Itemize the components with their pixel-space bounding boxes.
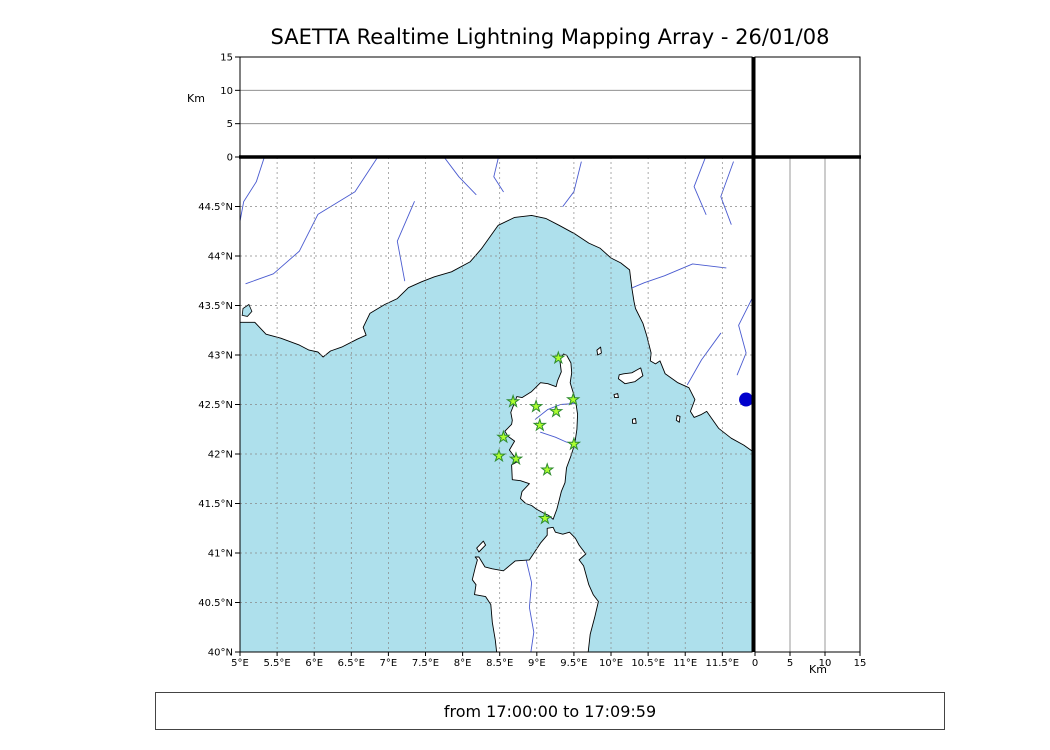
figure-title: SAETTA Realtime Lightning Mapping Array …	[270, 25, 830, 49]
lat-tick-label: 41.5°N	[198, 499, 233, 510]
lma-station-marker	[551, 350, 566, 365]
river-line	[240, 157, 265, 222]
time-window-text: from 17:00:00 to 17:09:59	[443, 701, 657, 721]
alt-tick-label-bottom: 15	[854, 658, 867, 669]
lma-station-marker	[505, 393, 521, 408]
alt-tick-label-left: 10	[220, 86, 233, 97]
lon-tick-label: 6°E	[305, 658, 323, 669]
altitude-axis-label-left: Km	[187, 92, 205, 105]
montecristo-island	[632, 417, 637, 424]
lon-tick-label: 9°E	[528, 658, 546, 669]
lat-tick-label: 40°N	[208, 648, 233, 659]
river-line	[396, 201, 415, 282]
lat-tick-label: 40.5°N	[198, 598, 233, 609]
river-line	[720, 161, 734, 225]
river-line	[693, 157, 707, 215]
lma-station-marker	[496, 429, 511, 444]
lon-tick-label: 5.5°E	[263, 658, 290, 669]
lma-station-marker	[539, 462, 555, 477]
lat-tick-label: 44°N	[208, 252, 233, 263]
river-line	[686, 332, 722, 386]
sardinia	[471, 526, 599, 652]
lon-tick-label: 7.5°E	[412, 658, 439, 669]
alt-tick-label-left: 0	[227, 153, 233, 164]
time-window-bar: from 17:00:00 to 17:09:59	[155, 692, 945, 730]
giglio-island	[675, 414, 681, 423]
alt-tick-label-left: 5	[227, 119, 233, 130]
alt-tick-label-left: 15	[220, 53, 233, 64]
detection-dot	[739, 392, 752, 407]
elba-island	[617, 367, 644, 385]
lma-station-marker	[532, 417, 548, 432]
alt-tick-label-bottom: 5	[787, 658, 793, 669]
map-layers	[240, 157, 752, 652]
river-line	[736, 297, 752, 376]
lma-station-marker	[508, 451, 524, 466]
lma-station-marker	[537, 510, 553, 525]
lma-station-marker	[491, 448, 507, 463]
mainland-coast	[240, 157, 752, 452]
alt-tick-label-bottom: 0	[752, 658, 758, 669]
lon-tick-label: 7°E	[380, 658, 398, 669]
top-panel-border	[239, 56, 753, 158]
top-right-panel-border	[754, 56, 861, 158]
corsica	[504, 353, 579, 520]
alt-tick-label-bottom: 10	[819, 658, 832, 669]
lat-tick-label: 44.5°N	[198, 202, 233, 213]
river-line	[245, 157, 379, 285]
lat-tick-label: 42.5°N	[198, 400, 233, 411]
river-line	[525, 560, 535, 652]
lat-tick-label: 41°N	[208, 549, 233, 560]
lat-tick-label: 43°N	[208, 351, 233, 362]
river-line	[534, 403, 576, 420]
lat-tick-label: 43.5°N	[198, 301, 233, 312]
lat-tick-label: 42°N	[208, 450, 233, 461]
pianosa-island	[613, 393, 619, 399]
lon-tick-label: 8.5°E	[486, 658, 513, 669]
lon-tick-label: 10°E	[599, 658, 623, 669]
lon-tick-label: 6.5°E	[338, 658, 365, 669]
river-line	[443, 157, 477, 196]
lon-tick-label: 10.5°E	[631, 658, 665, 669]
lma-station-marker	[566, 436, 582, 451]
lon-tick-label: 11°E	[673, 658, 697, 669]
lon-tick-label: 11.5°E	[706, 658, 740, 669]
lon-tick-label: 5°E	[231, 658, 249, 669]
lon-tick-label: 8°E	[454, 658, 472, 669]
lma-station-marker	[565, 392, 581, 406]
river-line	[562, 161, 582, 207]
lma-station-marker	[528, 398, 544, 413]
altitude-axis-label-bottom: Km	[809, 663, 827, 676]
etang-de-berre	[241, 303, 253, 317]
capraia-island	[596, 346, 602, 356]
asinara-island	[476, 540, 487, 553]
lma-station-marker	[548, 403, 564, 418]
river-line	[493, 157, 504, 193]
lon-tick-label: 9.5°E	[560, 658, 587, 669]
river-line	[632, 263, 727, 289]
right-panel-border	[754, 156, 861, 653]
